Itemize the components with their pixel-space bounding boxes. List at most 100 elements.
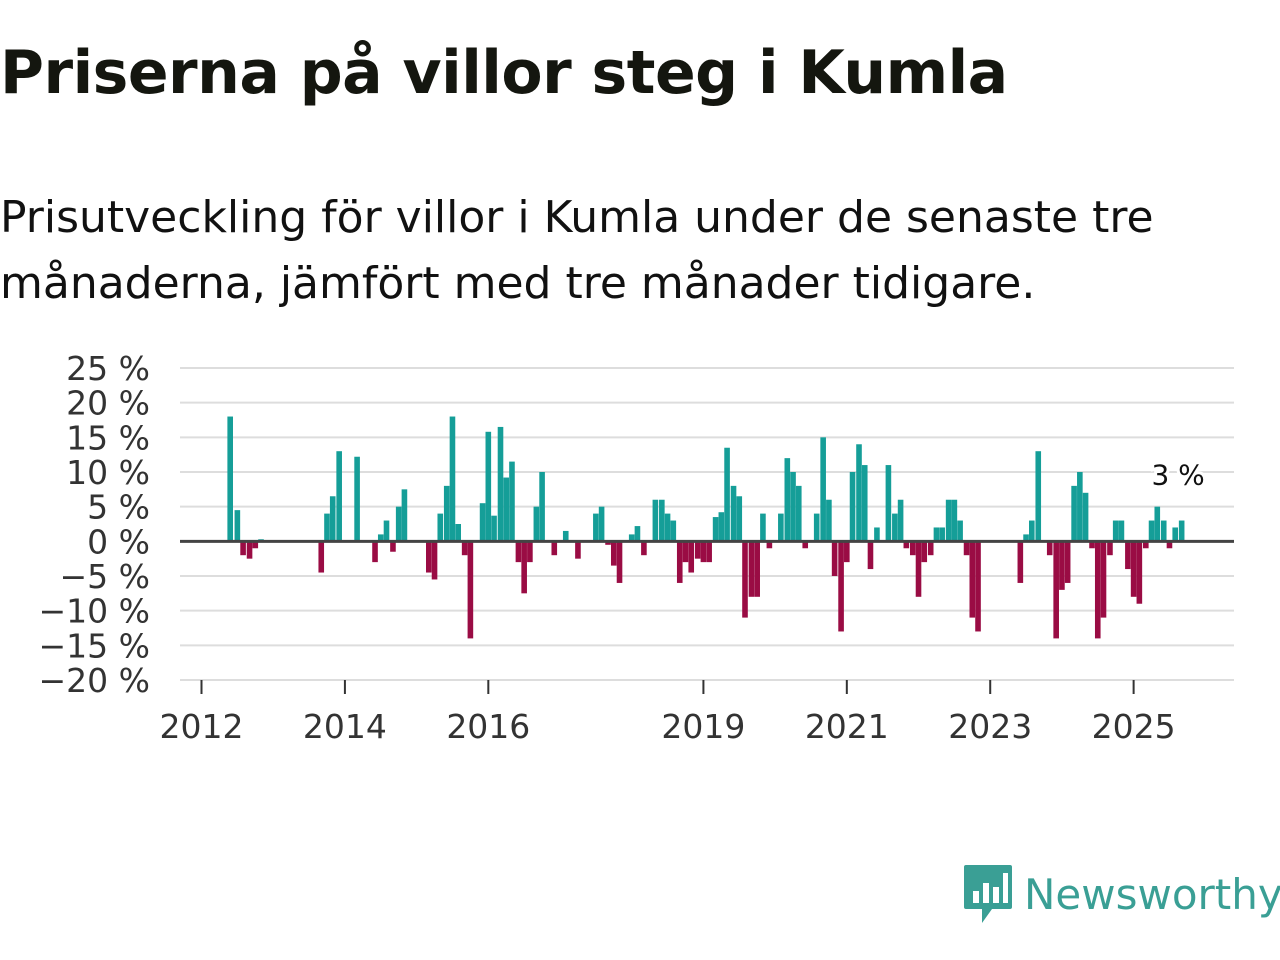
bar: [1148, 520, 1155, 542]
bar: [826, 499, 832, 542]
x-tick-label: 2025: [1092, 707, 1176, 740]
bar: [813, 513, 820, 542]
bar: [897, 499, 904, 542]
bar: [921, 541, 928, 563]
bar: [831, 541, 838, 576]
y-tick-label: −15 %: [39, 626, 151, 665]
bar: [1160, 520, 1167, 542]
axes: −20 %−15 %−10 %−5 %0 %5 %10 %15 %20 %25 …: [39, 349, 1176, 740]
bar: [1178, 520, 1185, 542]
bar: [1130, 541, 1137, 597]
bar: [838, 541, 844, 632]
bar: [372, 541, 378, 563]
bar: [509, 461, 515, 542]
bar: [1064, 541, 1071, 583]
x-tick-label: 2019: [661, 707, 745, 740]
bar: [802, 541, 809, 549]
bar: [963, 541, 970, 556]
bar: [909, 541, 916, 556]
bar: [652, 499, 659, 542]
bar: [527, 541, 533, 563]
bar: [227, 416, 233, 542]
bar: [849, 472, 856, 542]
bar: [760, 513, 766, 542]
bar: [1125, 541, 1131, 570]
y-tick-label: −20 %: [39, 661, 151, 700]
bar: [975, 541, 981, 632]
bar: [748, 541, 755, 597]
bar: [634, 526, 641, 542]
bar: [927, 541, 934, 556]
bar: [539, 472, 545, 542]
bar: [1035, 451, 1042, 542]
bar: [575, 541, 581, 559]
bar: [515, 541, 522, 563]
y-tick-label: 10 %: [66, 453, 150, 492]
bar: [844, 541, 850, 563]
bar: [390, 541, 396, 552]
bar: [736, 496, 743, 542]
bar: [778, 513, 784, 542]
bar: [1029, 520, 1035, 542]
bar: [915, 541, 922, 597]
bar: [431, 541, 438, 580]
y-tick-label: 0 %: [87, 522, 150, 561]
bar: [790, 472, 796, 542]
bars: [227, 416, 1185, 639]
y-tick-label: −5 %: [60, 557, 151, 596]
bar: [437, 513, 444, 542]
y-tick-label: 20 %: [66, 384, 150, 423]
bar: [945, 499, 952, 542]
bar: [551, 541, 558, 556]
bar: [616, 541, 623, 583]
bar: [1094, 541, 1101, 639]
y-tick-label: 15 %: [66, 418, 150, 457]
bar: [605, 541, 611, 545]
bar: [628, 534, 635, 542]
bar: [724, 447, 730, 542]
bar: [903, 541, 910, 549]
bar: [240, 541, 246, 556]
bar: [688, 541, 695, 573]
bar: [521, 541, 527, 594]
bar: [449, 416, 456, 542]
bar: [867, 541, 874, 570]
bar: [503, 477, 510, 542]
bar: [593, 513, 599, 542]
bar: [1100, 541, 1107, 618]
bar: [426, 541, 432, 573]
bar: [598, 506, 605, 542]
bar: [1059, 541, 1065, 590]
bar: [467, 541, 474, 639]
newsworthy-logo-text: Newsworthy: [1024, 869, 1280, 919]
bar-chart: −20 %−15 %−10 %−5 %0 %5 %10 %15 %20 %25 …: [39, 349, 1234, 740]
bar: [856, 444, 862, 542]
bar: [969, 541, 976, 618]
bar: [1053, 541, 1059, 639]
annotations: 3 %: [1148, 456, 1207, 495]
bar: [784, 458, 791, 542]
bar: [664, 513, 671, 542]
x-tick-label: 2012: [160, 707, 244, 740]
y-tick-label: 5 %: [87, 488, 150, 527]
bar: [443, 485, 450, 542]
chart-subtitle: Prisutveckling för villor i Kumla under …: [0, 192, 1154, 309]
bar: [1046, 541, 1053, 556]
bar: [1089, 541, 1095, 549]
bar: [234, 510, 241, 542]
bar: [659, 499, 665, 542]
bar: [377, 534, 384, 542]
bar: [1118, 520, 1125, 542]
bar: [706, 541, 712, 563]
bar: [730, 485, 737, 542]
bar: [766, 541, 773, 549]
bar: [246, 541, 253, 559]
bar: [497, 426, 504, 542]
bar: [252, 541, 259, 549]
y-tick-label: −10 %: [39, 592, 151, 631]
newsworthy-logo-icon: [964, 865, 1012, 923]
bar: [1077, 472, 1083, 542]
bar: [754, 541, 760, 597]
bar: [401, 489, 408, 542]
bar: [1166, 541, 1173, 549]
